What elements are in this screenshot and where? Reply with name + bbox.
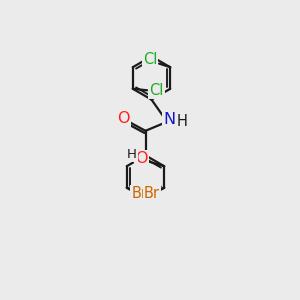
Text: H: H <box>127 148 137 161</box>
Text: Cl: Cl <box>143 52 157 67</box>
Text: Br: Br <box>131 186 147 201</box>
Text: N: N <box>164 112 175 127</box>
Text: H: H <box>177 114 188 129</box>
Text: Br: Br <box>144 186 160 201</box>
Text: Cl: Cl <box>150 83 164 98</box>
Text: O: O <box>136 151 148 166</box>
Text: O: O <box>117 111 130 126</box>
